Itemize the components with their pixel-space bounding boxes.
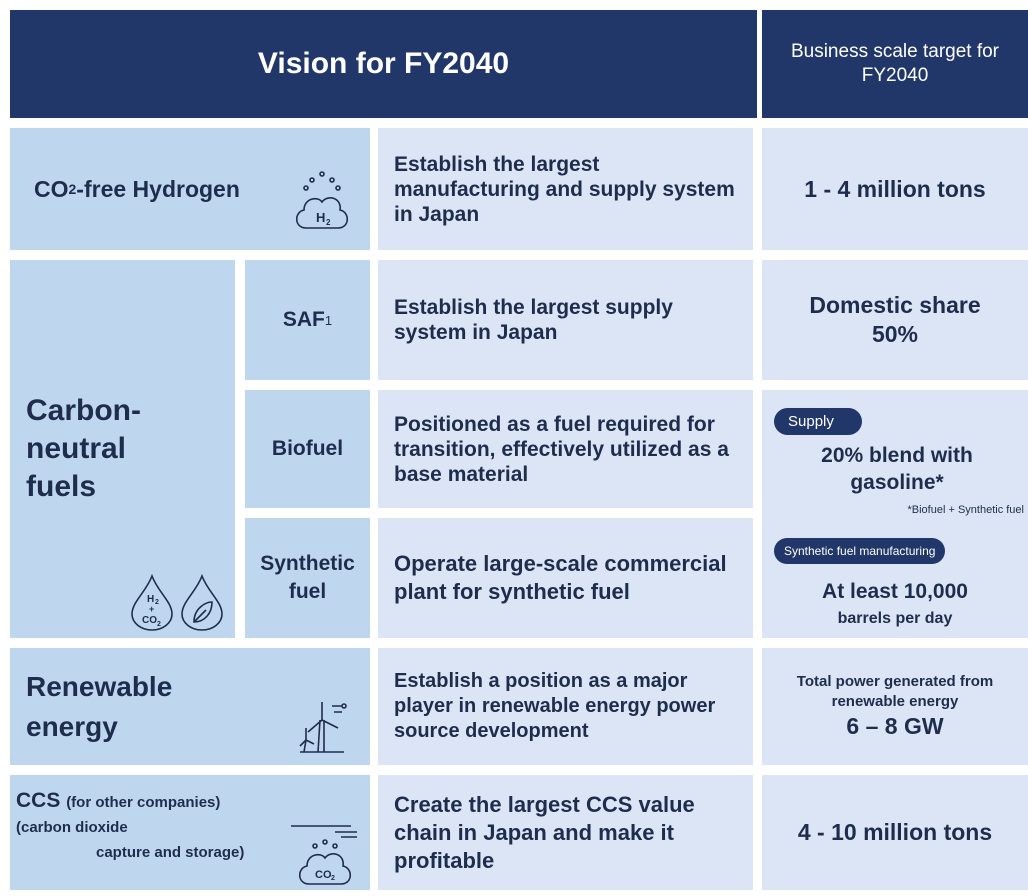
synth-unit: barrels per day [837, 610, 953, 627]
ccs-icon: CO 2 [291, 825, 357, 885]
target-heading: Business scale target for FY2040 [762, 10, 1028, 118]
ccs-note: (for other companies) [66, 794, 221, 811]
ccs-line1: (carbon dioxide [16, 819, 128, 836]
fuel-targets: Supply 20% blend with gasoline* *Biofuel… [762, 390, 1028, 638]
icon-sub: 2 [157, 621, 161, 628]
title: Vision for FY2040 [10, 10, 757, 118]
synth-target: At least 10,000 [822, 580, 968, 603]
text: CO [34, 175, 69, 202]
renewable-caption: Total power generated from renewable ene… [796, 673, 994, 710]
saf-target: Domestic share 50% [762, 260, 1028, 380]
supply-note: *Biofuel + Synthetic fuel [907, 504, 1025, 516]
synth-tag: Synthetic fuel manufacturing [774, 538, 946, 564]
icon-text: H [316, 210, 325, 225]
ccs-target: 4 - 10 million tons [762, 775, 1028, 890]
renewable-target: 6 – 8 GW [846, 713, 944, 739]
sub: 2 [68, 181, 77, 197]
icon-text: + [149, 604, 154, 614]
carbon-icons: H 2+CO 2 [131, 573, 223, 631]
icon-text: CO [142, 615, 157, 626]
supply-target: 20% blend with gasoline* [821, 444, 973, 494]
icon-sub: 2 [155, 599, 159, 606]
synthetic-vision: Operate large-scale commercial plant for… [378, 518, 753, 638]
hydrogen-vision: Establish the largest manufacturing and … [378, 128, 753, 250]
renewable-label: Renewable energy [26, 670, 173, 742]
icon-sub: 2 [326, 218, 331, 227]
renewable-vision: Establish a position as a major player i… [378, 648, 753, 765]
saf-name: SAF [282, 308, 325, 331]
ccs-label: CCS [16, 789, 61, 812]
biofuel-name: Biofuel [245, 390, 370, 508]
supply-tag: Supply [774, 408, 862, 435]
icon-text: CO [315, 869, 332, 881]
ccs-line2: capture and storage) [96, 844, 245, 861]
ccs-vision: Create the largest CCS value chain in Ja… [378, 775, 753, 890]
saf-vision: Establish the largest supply system in J… [378, 260, 753, 380]
sup: 1 [324, 312, 333, 328]
synthetic-name: Synthetic fuel [245, 518, 370, 638]
hydrogen-label: CO 2 -free Hydrogen [10, 128, 370, 250]
wind-icon [299, 702, 347, 753]
carbon-label: Carbon-neutral fuels [26, 394, 141, 503]
text: -free Hydrogen [76, 175, 240, 202]
biofuel-vision: Positioned as a fuel required for transi… [378, 390, 753, 508]
icon-sub: 2 [331, 875, 335, 882]
hydrogen-target: 1 - 4 million tons [762, 128, 1028, 250]
icon-text: H [147, 594, 154, 605]
